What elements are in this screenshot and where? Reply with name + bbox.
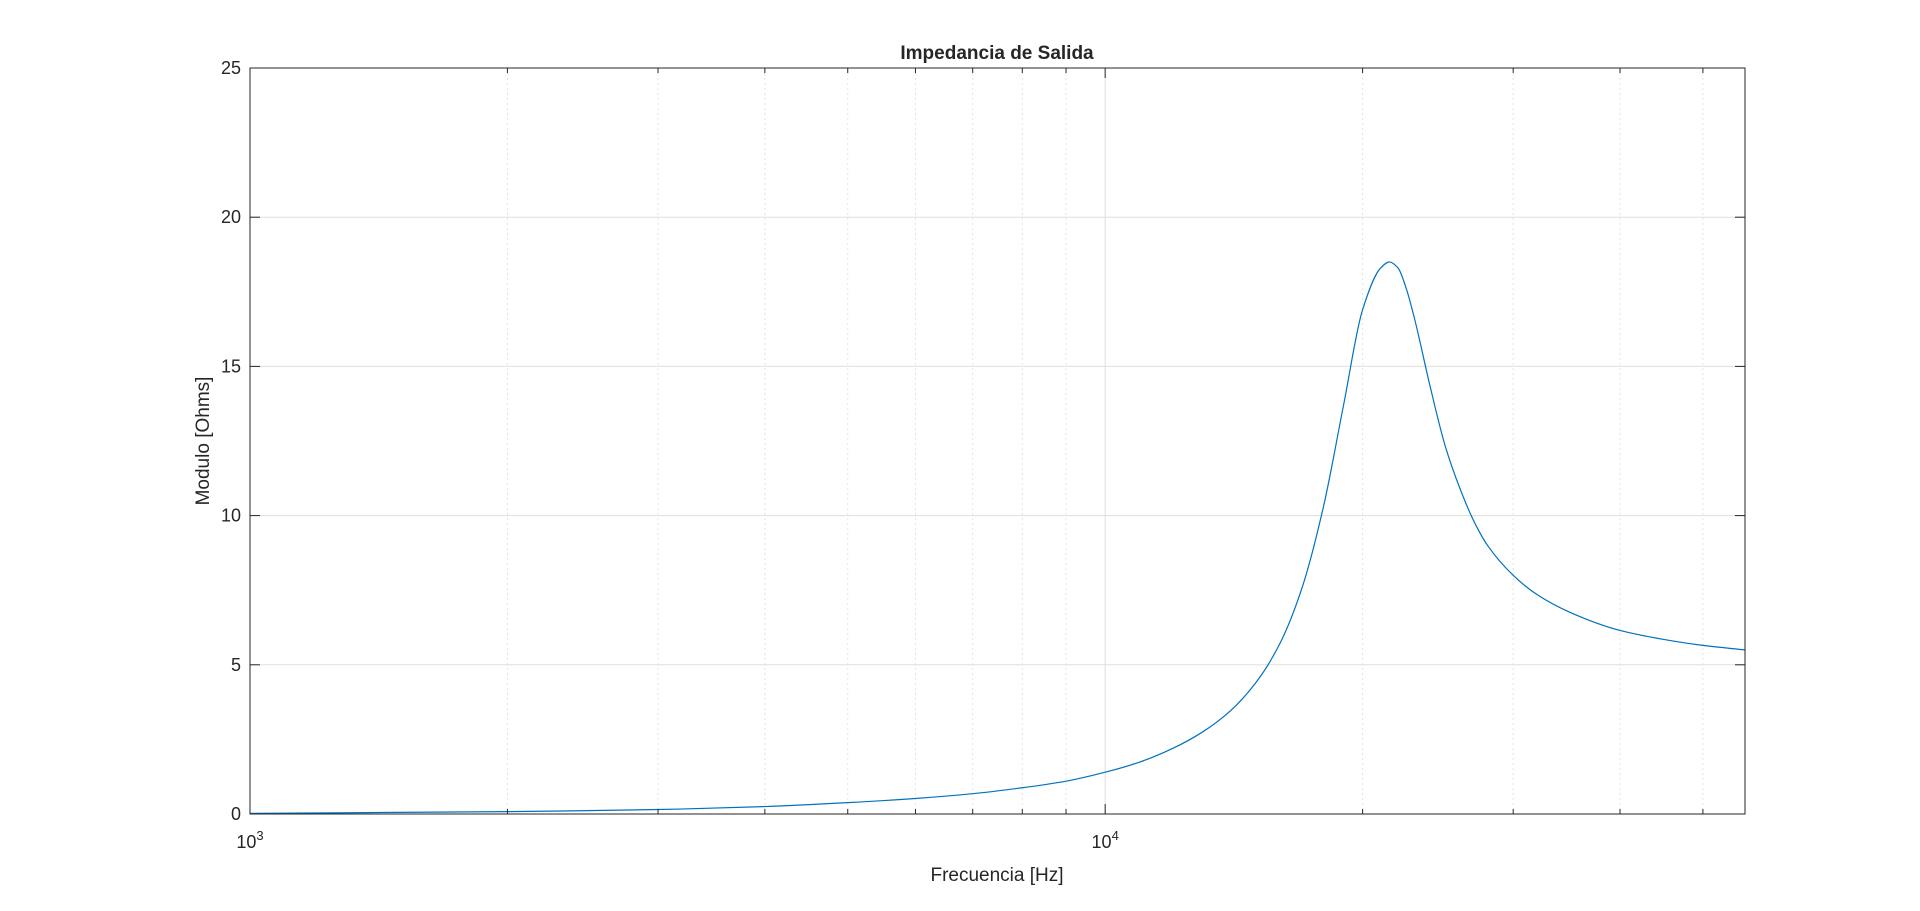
- chart-title: Impedancia de Salida: [900, 43, 1094, 64]
- major-grid: [250, 68, 1745, 814]
- x-tick-label: 104: [1092, 828, 1119, 852]
- y-axis-label: Modulo [Ohms]: [193, 377, 214, 506]
- x-axis-label: Frecuencia [Hz]: [930, 865, 1063, 886]
- x-tick-labels: 103 104: [236, 828, 1118, 852]
- y-tick-label: 10: [221, 506, 241, 526]
- x-tick-label: 103: [236, 828, 263, 852]
- plot-area: [250, 68, 1745, 814]
- y-tick-labels: 0 5 10 15 20 25: [221, 58, 241, 824]
- y-tick-label: 15: [221, 356, 241, 376]
- y-tick-label: 25: [221, 58, 241, 78]
- y-tick-label: 0: [231, 804, 241, 824]
- series-line-impedance: [249, 261, 1746, 814]
- minor-grid: [506, 68, 1704, 814]
- axes-box: [249, 67, 1746, 815]
- y-tick-label: 20: [221, 207, 241, 227]
- y-tick-label: 5: [231, 655, 241, 675]
